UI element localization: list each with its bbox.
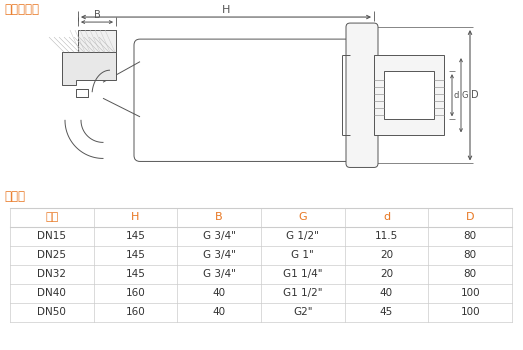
- Text: DN40: DN40: [38, 288, 66, 298]
- Text: DN32: DN32: [37, 269, 66, 279]
- Text: G2": G2": [293, 307, 313, 317]
- Text: H: H: [222, 5, 230, 15]
- Text: D: D: [471, 90, 479, 100]
- Text: 145: 145: [126, 231, 145, 241]
- Text: 80: 80: [463, 231, 477, 241]
- Text: 80: 80: [463, 250, 477, 260]
- Text: B: B: [94, 10, 100, 20]
- Text: G 3/4": G 3/4": [203, 269, 235, 279]
- Text: 尺寸表: 尺寸表: [4, 189, 25, 203]
- Text: B: B: [215, 212, 223, 222]
- Bar: [384, 71, 434, 119]
- Text: 40: 40: [213, 288, 226, 298]
- FancyBboxPatch shape: [134, 39, 356, 161]
- Text: 20: 20: [380, 269, 393, 279]
- Text: 11.5: 11.5: [375, 231, 398, 241]
- Text: 規格: 規格: [45, 212, 59, 222]
- Text: 145: 145: [126, 269, 145, 279]
- Text: 外型尺寸圖: 外型尺寸圖: [4, 3, 39, 16]
- Text: G1 1/4": G1 1/4": [283, 269, 323, 279]
- Text: 40: 40: [380, 288, 393, 298]
- Text: 45: 45: [380, 307, 393, 317]
- Text: H: H: [131, 212, 140, 222]
- Text: G 3/4": G 3/4": [203, 250, 235, 260]
- Bar: [76, 89, 88, 97]
- Text: d: d: [383, 212, 390, 222]
- Text: 20: 20: [380, 250, 393, 260]
- Polygon shape: [62, 52, 116, 85]
- Text: DN50: DN50: [38, 307, 66, 317]
- Text: G: G: [462, 91, 469, 100]
- FancyBboxPatch shape: [346, 23, 378, 167]
- Bar: [78, 30, 116, 52]
- Bar: [374, 55, 444, 135]
- Text: 40: 40: [213, 307, 226, 317]
- Text: DN15: DN15: [37, 231, 66, 241]
- Text: 160: 160: [126, 307, 145, 317]
- Text: 145: 145: [126, 250, 145, 260]
- Text: 100: 100: [460, 288, 480, 298]
- Text: 100: 100: [460, 307, 480, 317]
- Bar: [350, 27, 374, 163]
- Text: G 1/2": G 1/2": [287, 231, 319, 241]
- Text: G 3/4": G 3/4": [203, 231, 235, 241]
- Text: G1 1/2": G1 1/2": [283, 288, 323, 298]
- Text: 80: 80: [463, 269, 477, 279]
- Text: G: G: [299, 212, 307, 222]
- Text: DN25: DN25: [37, 250, 66, 260]
- Text: G 1": G 1": [291, 250, 314, 260]
- Text: 160: 160: [126, 288, 145, 298]
- Text: d: d: [453, 91, 458, 100]
- Text: D: D: [466, 212, 474, 222]
